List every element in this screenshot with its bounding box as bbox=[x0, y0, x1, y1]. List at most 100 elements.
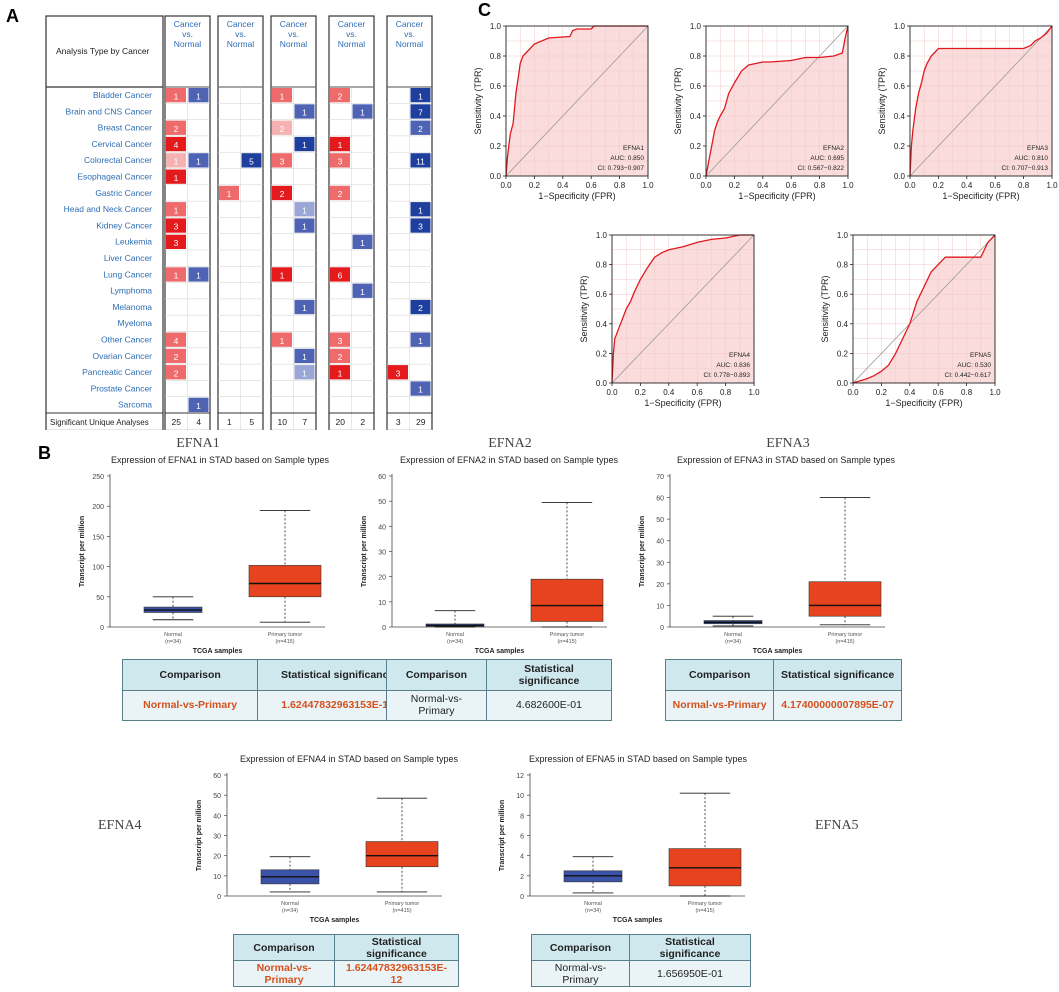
heat-cell-efna1-blue-4[interactable] bbox=[188, 153, 209, 168]
heat-cell-efna1-red-4[interactable] bbox=[166, 153, 186, 168]
heat-cell-value-efna2-blue-4: 5 bbox=[249, 157, 254, 167]
heat-cell-efna1-red-3[interactable] bbox=[166, 136, 186, 152]
heat-cell-efna5-blue-4[interactable] bbox=[410, 153, 431, 168]
cancer-label-head-and-neck-cancer[interactable]: Head and Neck Cancer bbox=[64, 204, 153, 214]
heat-cell-efna4-red-3[interactable] bbox=[330, 136, 350, 152]
cancer-label-leukemia[interactable]: Leukemia bbox=[115, 237, 152, 247]
roc-frame-efna4 bbox=[611, 234, 755, 384]
heat-cell-efna3-blue-3[interactable] bbox=[294, 136, 315, 152]
heat-cell-efna5-blue-13[interactable] bbox=[410, 299, 431, 315]
heat-cell-efna2-blue-4[interactable] bbox=[241, 153, 262, 168]
box-iqr-efna2-primary-tumor[interactable] bbox=[530, 578, 604, 622]
column-header-efna5-2: Normal bbox=[396, 39, 424, 49]
heat-cell-efna5-red-17[interactable] bbox=[388, 365, 408, 380]
heat-cell-efna1-red-0[interactable] bbox=[166, 88, 186, 103]
sig-count-up-efna4: 20 bbox=[336, 417, 346, 427]
heat-cell-value-efna1-red-4: 1 bbox=[174, 157, 179, 167]
cancer-label-cervical-cancer[interactable]: Cervical Cancer bbox=[92, 139, 153, 149]
heat-cell-efna4-red-15[interactable] bbox=[330, 332, 350, 347]
box-ytick-label-efna3-7: 70 bbox=[656, 474, 664, 481]
cancer-label-melanoma[interactable]: Melanoma bbox=[112, 302, 152, 312]
heat-cell-value-efna5-blue-18: 1 bbox=[418, 385, 423, 395]
column-header-efna2-1: vs. bbox=[235, 29, 246, 39]
heat-cell-efna4-blue-9[interactable] bbox=[352, 234, 373, 249]
cancer-label-prostate-cancer[interactable]: Prostate Cancer bbox=[91, 383, 153, 393]
heat-cell-efna1-red-16[interactable] bbox=[166, 348, 186, 364]
cancer-label-breast-cancer[interactable]: Breast Cancer bbox=[98, 123, 152, 133]
heat-cell-efna5-blue-8[interactable] bbox=[410, 218, 431, 233]
heat-cell-efna5-blue-7[interactable] bbox=[410, 202, 431, 217]
heat-cell-efna1-blue-11[interactable] bbox=[188, 267, 209, 282]
cancer-label-myeloma[interactable]: Myeloma bbox=[118, 318, 153, 328]
cancer-label-other-cancer[interactable]: Other Cancer bbox=[101, 335, 152, 345]
heat-cell-efna1-red-5[interactable] bbox=[166, 169, 186, 184]
heat-cell-efna4-red-17[interactable] bbox=[330, 365, 350, 380]
heat-cell-efna3-blue-17[interactable] bbox=[294, 365, 315, 380]
heat-cell-efna3-red-2[interactable] bbox=[272, 120, 292, 135]
cancer-label-lung-cancer[interactable]: Lung Cancer bbox=[103, 269, 152, 279]
roc-ytick-label-efna5-3: 0.6 bbox=[837, 290, 849, 299]
heat-cell-efna1-red-7[interactable] bbox=[166, 202, 186, 217]
heat-cell-efna5-blue-18[interactable] bbox=[410, 381, 431, 396]
heat-cell-efna1-blue-19[interactable] bbox=[188, 397, 209, 412]
side-gene-label-efna5: EFNA5 bbox=[815, 818, 859, 833]
heat-cell-efna4-red-4[interactable] bbox=[330, 153, 350, 168]
heat-cell-efna4-blue-12[interactable] bbox=[352, 283, 373, 298]
heat-cell-efna3-blue-13[interactable] bbox=[294, 299, 315, 315]
heat-cell-efna4-red-16[interactable] bbox=[330, 348, 350, 364]
heat-cell-value-efna5-blue-1: 7 bbox=[418, 108, 423, 118]
heat-cell-efna4-red-6[interactable] bbox=[330, 185, 350, 201]
heat-cell-efna3-blue-8[interactable] bbox=[294, 218, 315, 233]
roc-xtick-label-efna3-2: 0.4 bbox=[961, 181, 973, 190]
box-iqr-efna3-primary-tumor[interactable] bbox=[808, 581, 882, 617]
heat-cell-efna5-blue-2[interactable] bbox=[410, 120, 431, 135]
roc-ytick-label-efna5-2: 0.4 bbox=[837, 320, 849, 329]
box-iqr-efna4-primary-tumor[interactable] bbox=[365, 841, 439, 868]
heat-cell-efna2-red-6[interactable] bbox=[219, 185, 239, 201]
roc-xtick-label-efna1-0: 0.0 bbox=[500, 181, 512, 190]
box-gene-label-efna1: EFNA1 bbox=[176, 436, 220, 451]
roc-xtick-label-efna3-0: 0.0 bbox=[904, 181, 916, 190]
column-header-efna3-0: Cancer bbox=[280, 19, 308, 29]
roc-legend-auc-efna5: AUC: 0.530 bbox=[957, 362, 991, 369]
cancer-label-pancreatic-cancer[interactable]: Pancreatic Cancer bbox=[82, 367, 152, 377]
significance-table-efna2: Comparison Statistical significance Normal… bbox=[386, 659, 613, 721]
heat-cell-efna3-red-6[interactable] bbox=[272, 185, 292, 201]
heat-cell-efna1-red-8[interactable] bbox=[166, 218, 186, 233]
heat-cell-efna1-red-11[interactable] bbox=[166, 267, 186, 282]
heat-cell-efna4-red-11[interactable] bbox=[330, 267, 350, 282]
heat-cell-efna1-red-15[interactable] bbox=[166, 332, 186, 347]
cancer-label-sarcoma[interactable]: Sarcoma bbox=[118, 400, 152, 410]
heat-cell-efna4-red-0[interactable] bbox=[330, 88, 350, 103]
heat-cell-efna5-blue-0[interactable] bbox=[410, 88, 431, 103]
cancer-label-liver-cancer[interactable]: Liver Cancer bbox=[104, 253, 152, 263]
heat-cell-efna1-red-17[interactable] bbox=[166, 365, 186, 380]
heat-cell-efna1-red-2[interactable] bbox=[166, 120, 186, 135]
sig-count-up-efna3: 10 bbox=[278, 417, 288, 427]
cancer-label-bladder-cancer[interactable]: Bladder Cancer bbox=[93, 90, 152, 100]
heat-cell-efna3-blue-7[interactable] bbox=[294, 202, 315, 217]
heat-cell-efna5-blue-15[interactable] bbox=[410, 332, 431, 347]
cancer-label-ovarian-cancer[interactable]: Ovarian Cancer bbox=[92, 351, 152, 361]
heat-cell-efna1-red-9[interactable] bbox=[166, 234, 186, 249]
cancer-label-kidney-cancer[interactable]: Kidney Cancer bbox=[96, 220, 152, 230]
heat-cell-efna3-red-11[interactable] bbox=[272, 267, 292, 282]
heat-cell-value-efna1-red-11: 1 bbox=[174, 271, 179, 281]
cancer-label-lymphoma[interactable]: Lymphoma bbox=[110, 286, 152, 296]
heat-cell-value-efna1-red-16: 2 bbox=[174, 352, 179, 362]
cancer-label-esophageal-cancer[interactable]: Esophageal Cancer bbox=[77, 172, 152, 182]
significance-table-efna1: Comparison Statistical significance Normal… bbox=[121, 659, 418, 721]
heat-cell-efna3-red-4[interactable] bbox=[272, 153, 292, 168]
heat-cell-efna3-blue-1[interactable] bbox=[294, 104, 315, 119]
heat-cell-efna5-blue-1[interactable] bbox=[410, 104, 431, 119]
cancer-label-brain-and-cns-cancer[interactable]: Brain and CNS Cancer bbox=[66, 106, 153, 116]
heat-cell-efna3-red-0[interactable] bbox=[272, 88, 292, 103]
box-iqr-efna1-primary-tumor[interactable] bbox=[248, 565, 322, 598]
cancer-label-colorectal-cancer[interactable]: Colorectal Cancer bbox=[84, 155, 152, 165]
heat-cell-efna3-red-15[interactable] bbox=[272, 332, 292, 347]
heat-cell-efna4-blue-1[interactable] bbox=[352, 104, 373, 119]
heat-cell-efna1-blue-0[interactable] bbox=[188, 88, 209, 103]
cancer-label-gastric-cancer[interactable]: Gastric Cancer bbox=[95, 188, 152, 198]
heat-cell-efna3-blue-16[interactable] bbox=[294, 348, 315, 364]
box-group-label-efna5-primary-tumor: Primary tumor bbox=[688, 901, 723, 907]
